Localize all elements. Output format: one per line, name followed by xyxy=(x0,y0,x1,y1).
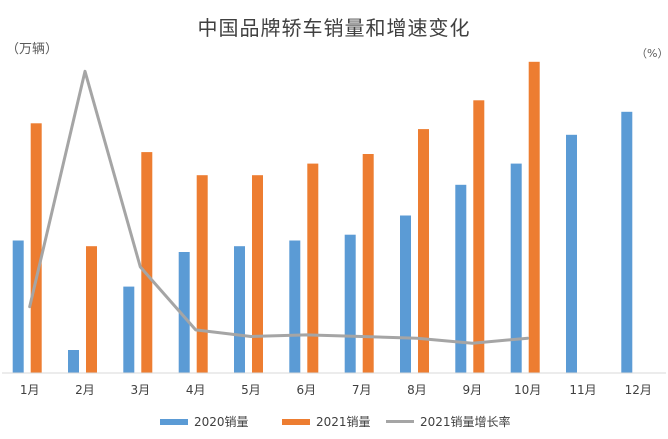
bar-2021-1 xyxy=(30,123,42,373)
legend: 2020销量 2021销量 2021销量增长率 xyxy=(0,413,668,431)
x-tick-label: 3月 xyxy=(130,383,150,397)
bar-2021-4 xyxy=(196,175,208,373)
bar-2021-5 xyxy=(252,175,263,373)
bar-2021-7 xyxy=(362,154,374,373)
x-tick-label: 10月 xyxy=(514,383,541,397)
x-tick-label: 2月 xyxy=(75,383,95,397)
legend-label-2020: 2020销量 xyxy=(194,415,249,429)
x-tick-label: 12月 xyxy=(625,383,652,397)
bar-2020-12 xyxy=(621,111,633,374)
bar-2021-6 xyxy=(307,163,319,373)
x-tick-label: 7月 xyxy=(352,383,372,397)
legend-label-growth: 2021销量增长率 xyxy=(420,415,511,429)
x-tick-label: 1月 xyxy=(20,383,40,397)
legend-item-2021: 2021销量 xyxy=(282,413,371,430)
x-tick-label: 5月 xyxy=(241,383,261,397)
bar-2020-9 xyxy=(455,184,467,373)
bar-2021-8 xyxy=(418,129,429,373)
bar-2020-8 xyxy=(400,215,411,373)
bar-2020-2 xyxy=(68,350,79,373)
legend-item-growth: 2021销量增长率 xyxy=(386,413,511,430)
x-tick-label: 9月 xyxy=(462,383,482,397)
bar-2020-1 xyxy=(12,240,24,373)
bar-2020-10 xyxy=(510,163,522,373)
legend-swatch-growth xyxy=(386,420,414,423)
legend-label-2021: 2021销量 xyxy=(316,415,371,429)
left-axis-unit-label: （万辆） xyxy=(6,42,59,57)
legend-item-2020: 2020销量 xyxy=(160,413,249,430)
x-tick-label: 4月 xyxy=(186,383,206,397)
bar-2020-6 xyxy=(289,240,301,373)
x-tick-label: 6月 xyxy=(296,383,316,397)
bar-2021-2 xyxy=(86,246,97,373)
growth-rate-line xyxy=(28,69,530,345)
bar-2020-4 xyxy=(178,252,190,373)
legend-swatch-2020 xyxy=(160,418,188,425)
bar-2020-5 xyxy=(234,246,245,373)
x-tick-label: 11月 xyxy=(569,383,596,397)
bar-2020-11 xyxy=(566,134,577,373)
bar-2020-3 xyxy=(123,286,135,373)
legend-swatch-2021 xyxy=(282,418,310,425)
chart-title: 中国品牌轿车销量和增速变化 xyxy=(197,16,471,40)
bar-2021-3 xyxy=(141,152,153,373)
bar-2021-10 xyxy=(528,61,540,374)
bar-2021-9 xyxy=(473,100,485,374)
x-tick-label: 8月 xyxy=(407,383,427,397)
right-axis-unit-label: （%） xyxy=(636,47,668,60)
bar-2020-7 xyxy=(344,234,356,373)
